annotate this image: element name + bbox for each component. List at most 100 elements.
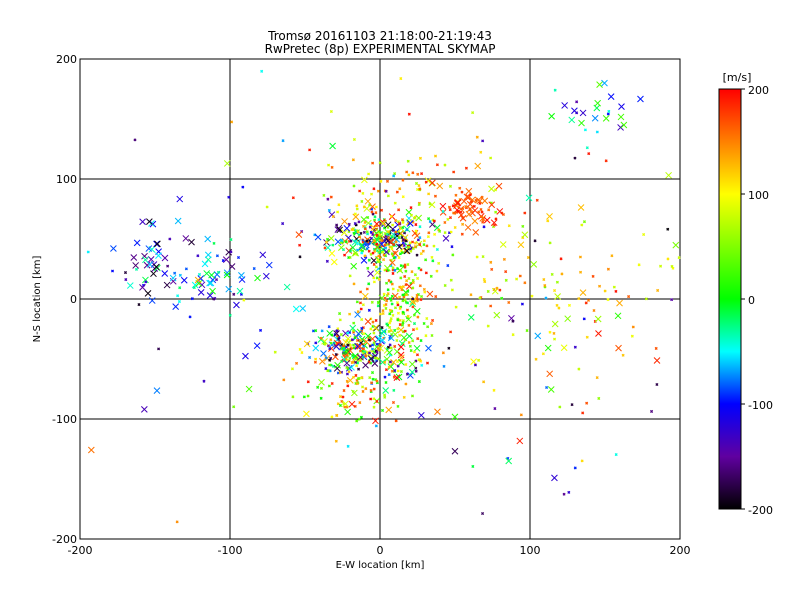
data-point [362, 344, 366, 349]
data-point [387, 363, 395, 370]
data-point [374, 244, 381, 251]
data-point [391, 292, 399, 300]
data-point [355, 204, 359, 208]
data-point [490, 219, 498, 227]
data-point [324, 240, 329, 244]
data-point [448, 184, 452, 188]
data-point [365, 247, 369, 251]
data-point [401, 178, 405, 182]
data-point [370, 192, 374, 196]
data-point [295, 231, 303, 238]
data-point [451, 413, 459, 421]
data-point [575, 100, 579, 104]
data-point [401, 241, 405, 245]
data-point [578, 255, 582, 259]
data-point [344, 408, 351, 416]
data-point [228, 263, 236, 270]
data-point [204, 235, 212, 243]
data-point [166, 264, 170, 268]
data-point [620, 121, 628, 129]
data-point [380, 239, 384, 243]
data-point [146, 218, 153, 225]
data-point [356, 361, 360, 365]
data-point [571, 107, 578, 115]
data-point [352, 249, 359, 257]
data-point [317, 336, 325, 343]
data-point [386, 288, 390, 292]
data-point [391, 223, 395, 227]
data-point [382, 253, 386, 257]
data-point [476, 197, 484, 205]
data-point [479, 207, 483, 211]
data-point [343, 359, 351, 367]
data-point [364, 387, 368, 391]
data-point [448, 216, 452, 220]
data-point [585, 401, 589, 405]
data-point [433, 154, 438, 158]
data-point [477, 358, 481, 362]
data-point [591, 114, 599, 122]
data-point [567, 303, 571, 307]
data-point [356, 377, 360, 381]
data-point [482, 380, 486, 384]
data-point [358, 242, 366, 249]
data-point [463, 193, 471, 201]
data-point [610, 254, 614, 258]
data-point [346, 343, 350, 347]
data-point [371, 377, 375, 381]
data-point [554, 293, 562, 300]
data-point [615, 344, 622, 352]
data-point [417, 203, 421, 207]
data-point [672, 241, 680, 249]
data-point [387, 236, 391, 240]
data-point [411, 297, 415, 301]
data-point [330, 381, 334, 386]
data-point [352, 137, 356, 142]
data-point [415, 353, 420, 357]
data-point [397, 236, 401, 240]
data-point [408, 344, 412, 348]
data-point [367, 172, 371, 176]
data-point [523, 211, 527, 215]
data-point [399, 370, 403, 374]
data-point [395, 373, 403, 381]
data-point [169, 277, 177, 285]
data-point [541, 352, 545, 356]
data-point [470, 358, 477, 365]
data-point [380, 408, 385, 412]
data-point [422, 243, 426, 247]
data-point [403, 329, 407, 333]
data-point [406, 159, 410, 163]
data-point [331, 243, 335, 247]
data-point [169, 274, 177, 282]
data-point [376, 258, 380, 262]
data-point [426, 325, 430, 329]
data-point [453, 225, 457, 230]
data-point [212, 297, 216, 301]
data-point [390, 369, 394, 373]
data-point [110, 269, 115, 273]
data-point [460, 232, 464, 236]
data-point [410, 270, 414, 274]
data-point [614, 453, 618, 457]
data-point [306, 380, 310, 384]
data-point [577, 367, 581, 371]
data-point [357, 417, 361, 421]
data-point [400, 334, 408, 342]
data-point [212, 241, 216, 245]
data-point [387, 279, 391, 283]
data-point [180, 276, 188, 284]
y-ticks: -200 -100 0 100 200 [52, 53, 77, 546]
data-point [407, 323, 411, 327]
y-axis-label: N-S location [km] [32, 256, 43, 343]
data-point [348, 255, 352, 259]
data-point [550, 272, 554, 276]
data-point [379, 336, 386, 344]
data-point [404, 293, 409, 297]
data-point [314, 233, 322, 241]
data-point [545, 385, 549, 390]
data-point [238, 272, 245, 279]
data-point [422, 239, 426, 243]
data-point [340, 356, 348, 363]
data-point [259, 251, 267, 259]
